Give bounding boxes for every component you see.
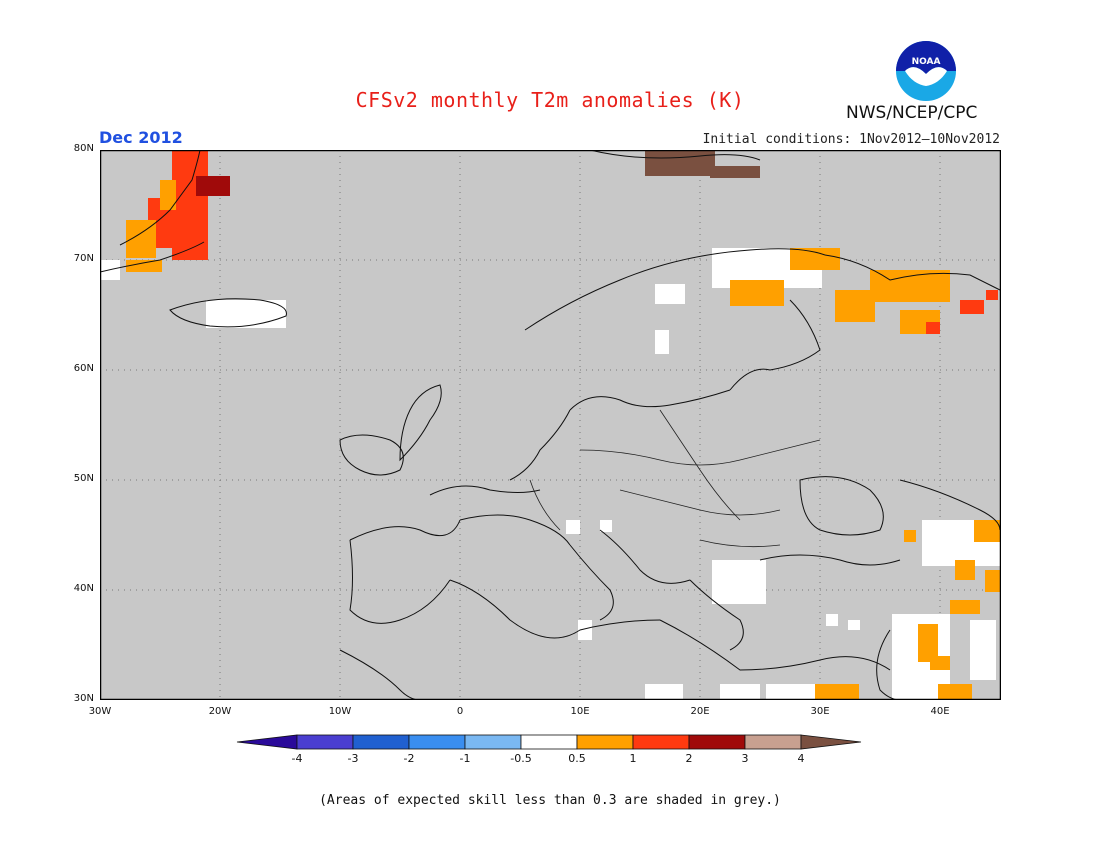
skill-footnote: (Areas of expected skill less than 0.3 a… xyxy=(319,793,781,808)
legend-swatch-2 xyxy=(352,734,410,750)
lat-label-30n: 30N xyxy=(73,693,94,704)
legend-swatch-8 xyxy=(688,734,746,750)
legend-swatch-1 xyxy=(296,734,354,750)
coastlines xyxy=(100,150,1001,700)
legend-label-neg1: -1 xyxy=(459,752,471,765)
legend-label-05: 0.5 xyxy=(568,752,586,765)
lat-label-80n: 80N xyxy=(73,143,94,154)
lon-label-10e: 10E xyxy=(570,706,590,717)
legend-arrow-high xyxy=(800,734,862,750)
lat-label-60n: 60N xyxy=(73,363,94,374)
anomaly-mediterranean xyxy=(566,520,860,700)
lon-label-20e: 20E xyxy=(690,706,710,717)
map-frame xyxy=(100,150,1001,700)
legend-label-neg4: -4 xyxy=(291,752,303,765)
lat-label-50n: 50N xyxy=(73,473,94,484)
lon-label-30e: 30E xyxy=(810,706,830,717)
color-legend xyxy=(236,734,862,750)
legend-label-4: 4 xyxy=(797,752,805,765)
legend-label-3: 3 xyxy=(741,752,749,765)
lon-label-0: 0 xyxy=(456,706,464,717)
legend-label-neg2: -2 xyxy=(403,752,415,765)
lon-label-10w: 10W xyxy=(328,706,352,717)
legend-swatch-4 xyxy=(464,734,522,750)
map-background xyxy=(100,150,1001,700)
legend-swatch-3 xyxy=(408,734,466,750)
lon-label-20w: 20W xyxy=(208,706,232,717)
lon-label-40e: 40E xyxy=(930,706,950,717)
legend-arrow-low xyxy=(236,734,298,750)
logo-text: NOAA xyxy=(912,57,941,67)
gridlines xyxy=(100,150,1001,700)
lat-label-40n: 40N xyxy=(73,583,94,594)
agency-label: NWS/NCEP/CPC xyxy=(846,103,978,123)
lon-label-30w: 30W xyxy=(88,706,112,717)
forecast-month: Dec 2012 xyxy=(99,128,183,147)
legend-label-neg3: -3 xyxy=(347,752,359,765)
legend-label-2: 2 xyxy=(685,752,693,765)
country-borders xyxy=(529,409,821,548)
legend-label-1: 1 xyxy=(629,752,637,765)
lat-label-70n: 70N xyxy=(73,253,94,264)
map-title: CFSv2 monthly T2m anomalies (K) xyxy=(355,88,745,112)
initial-conditions: Initial conditions: 1Nov2012—10Nov2012 xyxy=(702,132,1000,147)
legend-swatch-6 xyxy=(576,734,634,750)
legend-swatch-7 xyxy=(632,734,690,750)
anomaly-scandinavia xyxy=(655,248,840,354)
anomaly-svalbard xyxy=(645,150,760,178)
anomaly-map xyxy=(100,150,1001,700)
anomaly-middle-east xyxy=(892,614,996,700)
legend-swatch-5 xyxy=(520,734,578,750)
anomaly-iceland xyxy=(206,300,286,328)
noaa-logo: NOAA xyxy=(896,41,956,101)
anomaly-black-sea-caucasus xyxy=(904,520,1001,614)
legend-label-neg05: -0.5 xyxy=(510,752,532,765)
legend-swatch-9 xyxy=(744,734,802,750)
